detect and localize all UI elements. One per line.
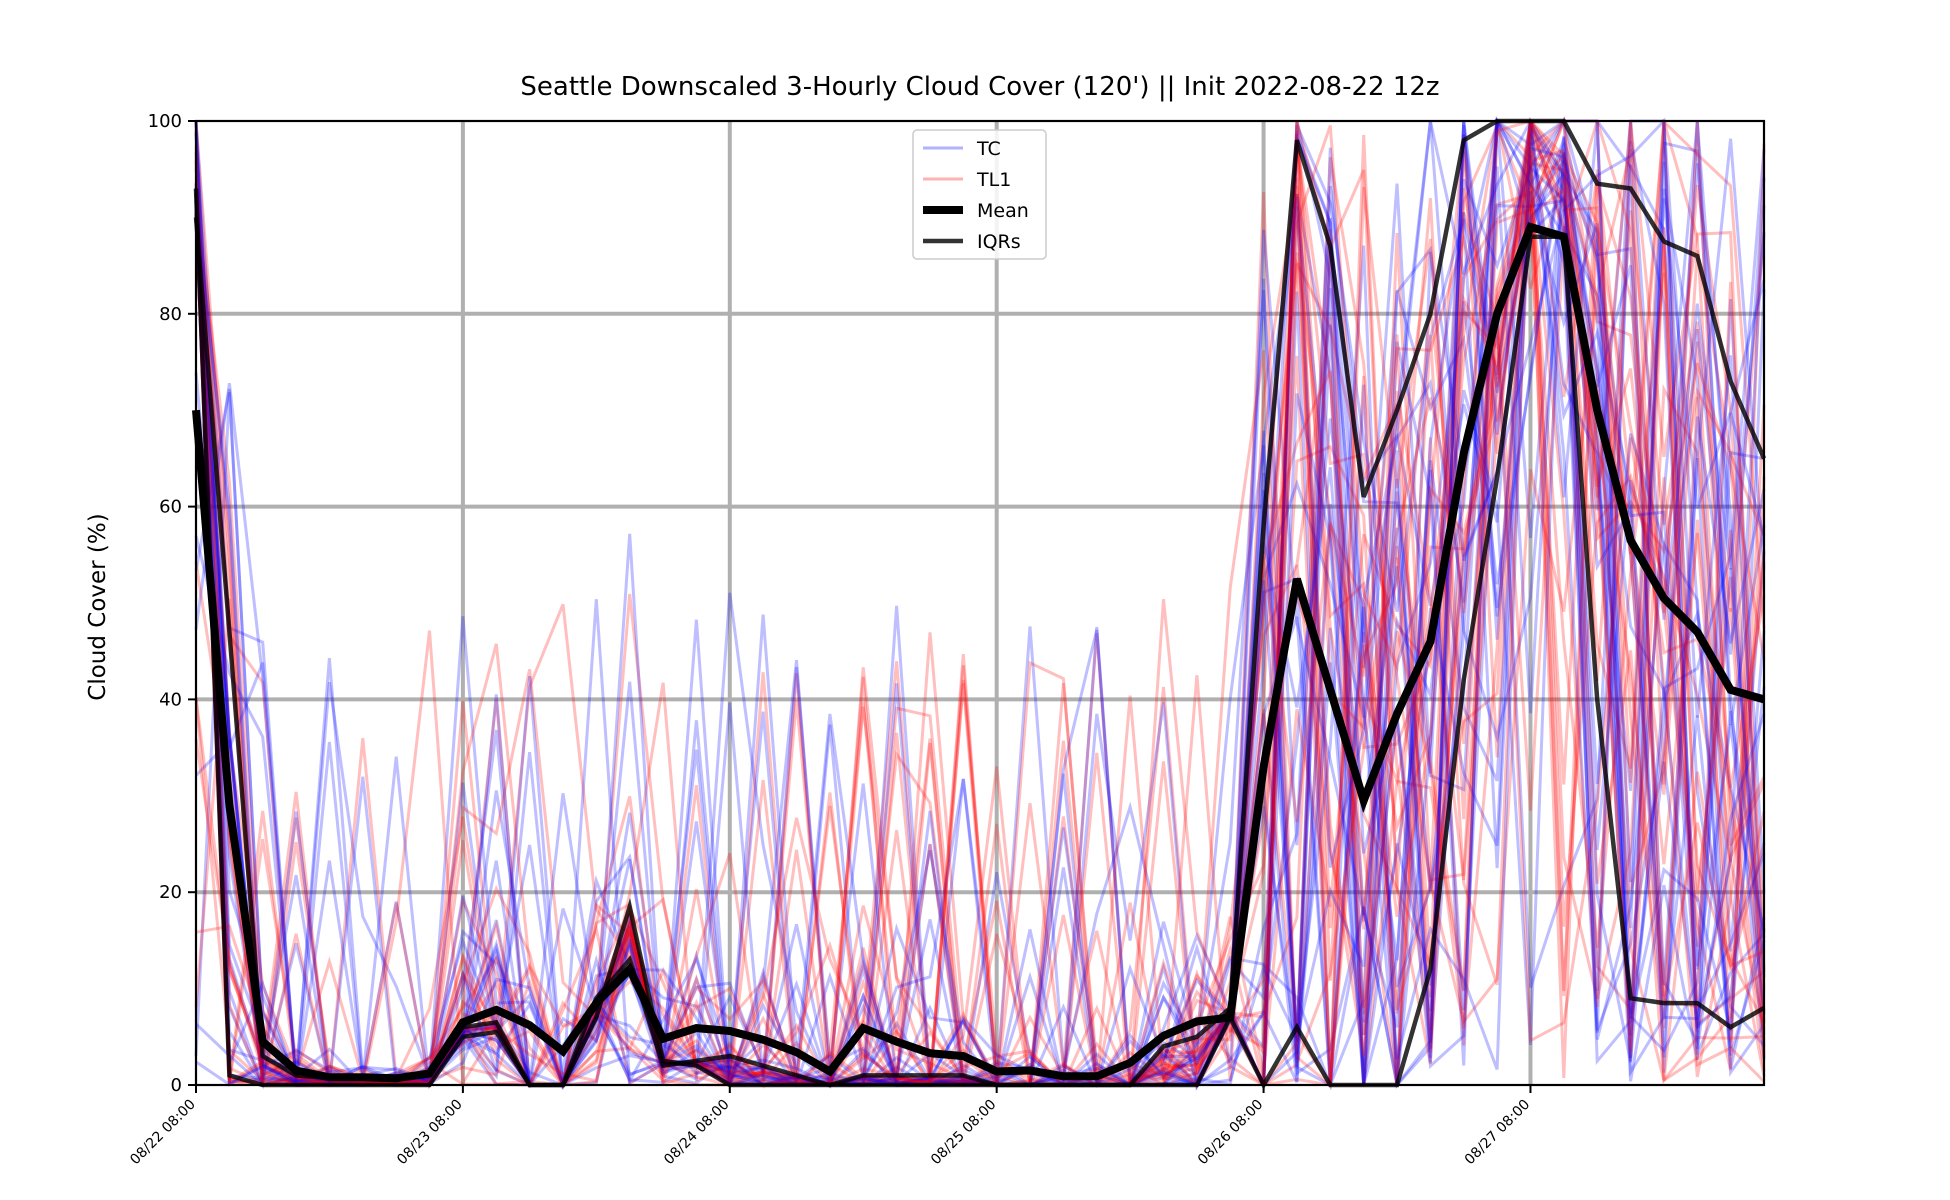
x-tick-label: 08/24 08:00 (661, 1097, 733, 1169)
legend-label: Mean (977, 200, 1029, 222)
ensemble-member-line (194, 117, 1766, 1088)
legend-label: TC (976, 138, 1001, 160)
ensemble-member-line (194, 120, 1766, 1088)
mean-line (192, 222, 1766, 1083)
y-tick-label: 0 (171, 1075, 182, 1096)
ensemble-member-line (194, 120, 1766, 1087)
legend-label: IQRs (977, 231, 1021, 253)
ensemble-member-line (194, 120, 1766, 1088)
x-tick-label: 08/26 08:00 (1195, 1097, 1267, 1169)
chart-title: Seattle Downscaled 3-Hourly Cloud Cover … (520, 72, 1439, 102)
ensemble-member-line (194, 135, 1766, 1087)
ensemble-member-line (194, 120, 1765, 1089)
y-tick-label: 60 (159, 497, 182, 518)
ensemble-member-line (194, 120, 1766, 1088)
ensemble-member-line (194, 120, 1766, 1089)
x-tick-label: 08/22 08:00 (127, 1097, 199, 1169)
x-tick-label: 08/27 08:00 (1462, 1097, 1534, 1169)
x-axis-ticks: 08/22 08:00 08/23 08:00 08/24 08:00 08/25 0… (127, 1085, 1533, 1168)
legend-box (912, 129, 1047, 260)
ensemble-member-line (194, 120, 1766, 1088)
legend: TC TL1 Mean IQRs (912, 129, 1047, 260)
y-tick-label: 100 (148, 111, 182, 132)
y-axis-label: Cloud Cover (%) (85, 513, 111, 700)
x-tick-label: 08/25 08:00 (928, 1097, 1000, 1169)
y-tick-label: 40 (159, 689, 182, 710)
ensemble-member-line (194, 120, 1766, 1087)
grid-lines (196, 121, 1764, 1085)
y-tick-label: 20 (159, 882, 182, 903)
legend-label: TL1 (976, 169, 1011, 191)
y-axis-ticks: 0 20 40 60 80 100 (148, 111, 196, 1096)
ensemble-member-line (194, 135, 1766, 1087)
y-tick-label: 80 (159, 304, 182, 325)
ensemble-member-line (194, 148, 1766, 1088)
x-tick-label: 08/23 08:00 (394, 1097, 466, 1169)
plot-frame (194, 119, 1766, 1087)
